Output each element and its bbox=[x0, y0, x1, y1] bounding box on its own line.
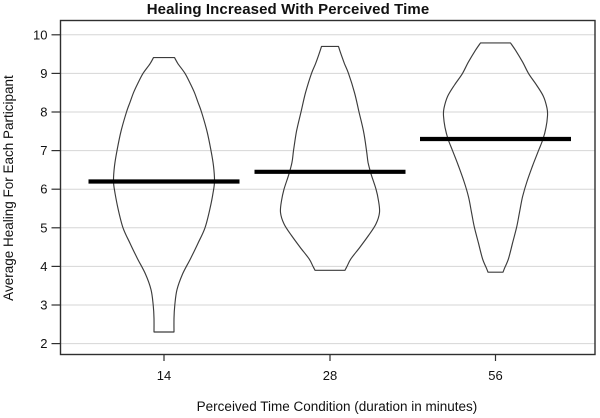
y-axis-label: Average Healing For Each Participant bbox=[1, 75, 16, 301]
x-tick-label: 56 bbox=[488, 368, 502, 383]
x-tick-label: 14 bbox=[157, 368, 171, 383]
x-tick-label: 28 bbox=[323, 368, 337, 383]
violins bbox=[112, 42, 549, 333]
y-tick-label: 10 bbox=[33, 27, 47, 42]
mean-lines bbox=[88, 136, 571, 184]
violin-outline-14 bbox=[112, 57, 216, 333]
y-tick-label: 2 bbox=[40, 336, 47, 351]
gridlines bbox=[60, 34, 595, 345]
y-tick-label: 4 bbox=[40, 259, 47, 274]
y-tick-label: 7 bbox=[40, 143, 47, 158]
y-tick-label: 9 bbox=[40, 66, 47, 81]
y-tick-label: 8 bbox=[40, 105, 47, 120]
plot-border bbox=[59, 19, 596, 356]
violin-outline-28 bbox=[279, 45, 381, 271]
violin-outline-56 bbox=[442, 42, 549, 273]
x-axis-label: Perceived Time Condition (duration in mi… bbox=[197, 399, 478, 414]
chart-title: Healing Increased With Perceived Time bbox=[146, 1, 430, 18]
y-tick-label: 6 bbox=[40, 182, 47, 197]
y-tick-label: 3 bbox=[40, 298, 47, 313]
x-axis-ticks: 14 28 56 bbox=[157, 354, 503, 383]
y-axis-ticks: 2 3 4 5 6 7 8 9 10 bbox=[33, 27, 61, 351]
y-tick-label: 5 bbox=[40, 220, 47, 235]
